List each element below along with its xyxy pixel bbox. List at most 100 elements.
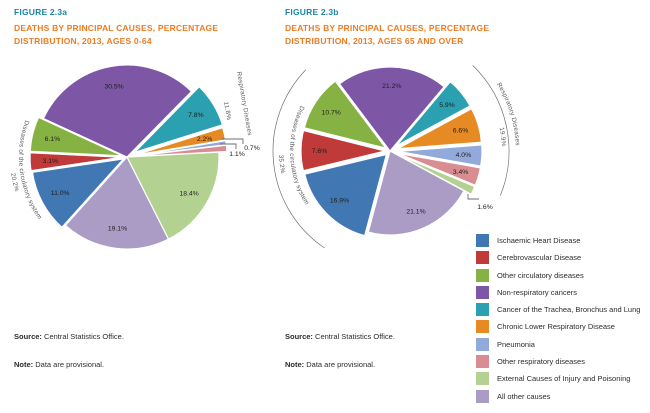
note-text: Data are provisional. xyxy=(304,360,376,369)
slice-value-label: 7.8% xyxy=(188,112,204,119)
group-label-pct: 19.9% xyxy=(498,127,507,147)
legend-item: Chronic Lower Respiratory Disease xyxy=(476,320,640,334)
figure-b-footer: Source: Central Statistics Office. Note:… xyxy=(285,332,535,388)
pie-chart-ages-0-64: Diseases of the circulatory system20.2%R… xyxy=(9,64,260,250)
figure-a-note: Note: Data are provisional. xyxy=(14,360,264,369)
figure-b-title-line2: DISTRIBUTION, 2013, AGES 65 AND OVER xyxy=(285,36,464,46)
pie-slice-external-causes-of-injury-and-poisoning xyxy=(126,151,220,240)
group-bracket-arc xyxy=(472,65,510,196)
source-text: Central Statistics Office. xyxy=(41,332,124,341)
slice-callout-label: 1.6% xyxy=(477,204,493,211)
slice-value-label: 21.2% xyxy=(382,83,401,90)
slice-value-label: 7.6% xyxy=(312,148,328,155)
legend-swatch xyxy=(476,320,489,334)
figure-b-number: FIGURE 2.3b xyxy=(285,7,339,17)
slice-value-label: 6.6% xyxy=(453,128,469,135)
slice-value-label: 19.1% xyxy=(108,225,127,232)
legend-label: Cancer of the Trachea, Bronchus and Lung xyxy=(497,305,641,315)
slice-value-label: 2.2% xyxy=(197,136,213,143)
slice-callout-label: 1.1% xyxy=(229,151,245,158)
callout-leader-line xyxy=(222,138,244,144)
legend-label: Non-respiratory cancers xyxy=(497,287,578,297)
legend-label: Ischaemic Heart Disease xyxy=(497,236,581,245)
pie-slice-ischaemic-heart-disease xyxy=(31,158,125,228)
legend-swatch xyxy=(476,251,489,265)
note-label: Note: xyxy=(14,360,34,369)
slice-value-label: 6.1% xyxy=(45,136,61,143)
pie-slice-cancer-of-the-trachea-bronchus-and-lung xyxy=(395,81,471,147)
group-label-respiratory: Respiratory Diseases xyxy=(235,71,253,136)
figure-a-title-block: FIGURE 2.3a DEATHS BY PRINCIPAL CAUSES, … xyxy=(14,7,276,48)
slice-value-label: 5.9% xyxy=(439,102,455,109)
pie-slice-all-other-causes xyxy=(64,156,170,250)
group-label-pct: 20.2% xyxy=(9,172,20,192)
pie-chart-ages-65-over: Diseases of the circulatory system35.2%R… xyxy=(272,65,521,249)
group-label-pct: 11.8% xyxy=(222,101,232,121)
legend-label: External Causes of Injury and Poisoning xyxy=(497,374,631,384)
slice-value-label: 3.1% xyxy=(43,158,59,165)
legend-item: Other circulatory diseases xyxy=(476,268,640,282)
pie-slice-non-respiratory-cancers xyxy=(338,66,445,152)
source-label: Source: xyxy=(285,332,313,341)
group-label-pct: 35.2% xyxy=(277,155,286,175)
slice-value-label: 16.9% xyxy=(330,198,349,205)
pie-slice-pneumonia xyxy=(397,144,483,167)
figure-a-footer: Source: Central Statistics Office. Note:… xyxy=(14,332,264,388)
slice-value-label: 10.7% xyxy=(322,109,341,116)
pie-slice-ischaemic-heart-disease xyxy=(304,153,388,237)
legend-swatch xyxy=(476,285,489,299)
group-bracket-arc xyxy=(272,69,325,249)
legend-swatch xyxy=(476,389,489,403)
legend-swatch xyxy=(476,372,489,386)
pie-slice-non-respiratory-cancers xyxy=(42,64,193,158)
callout-leader-line xyxy=(467,194,479,200)
legend-label: Cerebrovascular Disease xyxy=(497,253,582,263)
figure-b-note: Note: Data are provisional. xyxy=(285,360,535,369)
pie-slice-chronic-lower-respiratory-disease xyxy=(397,108,483,150)
legend-swatch xyxy=(476,303,489,317)
legend-item: Pneumonia xyxy=(476,337,640,351)
legend-label: Pneumonia xyxy=(497,339,535,349)
slice-value-label: 18.4% xyxy=(179,190,198,197)
slice-value-label: 30.5% xyxy=(104,84,123,91)
pie-slice-other-circulatory-diseases xyxy=(29,116,123,157)
legend-item: All other causes xyxy=(476,389,640,403)
figure-b-title-block: FIGURE 2.3b DEATHS BY PRINCIPAL CAUSES, … xyxy=(285,7,547,48)
pie-slice-other-respiratory-diseases xyxy=(397,152,481,186)
pie-slice-cerebrovascular-disease xyxy=(300,129,386,172)
pie-slice-cerebrovascular-disease xyxy=(29,152,123,172)
legend-swatch xyxy=(476,268,489,282)
slice-value-label: 4.0% xyxy=(456,152,472,159)
slice-value-label: 3.4% xyxy=(453,169,469,176)
pie-slice-cancer-of-the-trachea-bronchus-and-lung xyxy=(134,86,224,153)
legend-swatch xyxy=(476,337,489,351)
pie-slice-other-circulatory-diseases xyxy=(303,80,387,149)
legend-item: Other respiratory diseases xyxy=(476,355,640,369)
legend-label: Other respiratory diseases xyxy=(497,357,585,367)
legend-item: Cerebrovascular Disease xyxy=(476,251,640,265)
legend-item: External Causes of Injury and Poisoning xyxy=(476,372,640,386)
slice-callout-label: 0.7% xyxy=(244,145,260,152)
figure-a-number: FIGURE 2.3a xyxy=(14,7,68,17)
figure-a-title-line2: DISTRIBUTION, 2013, AGES 0-64 xyxy=(14,36,152,46)
source-text: Central Statistics Office. xyxy=(312,332,395,341)
legend-swatch xyxy=(476,234,489,247)
source-label: Source: xyxy=(14,332,42,341)
legend-item: Non-respiratory cancers xyxy=(476,285,640,299)
pie-slice-external-causes-of-injury-and-poisoning xyxy=(396,153,476,195)
note-label: Note: xyxy=(285,360,305,369)
legend-swatch xyxy=(476,355,489,369)
legend-label: All other causes xyxy=(497,391,551,401)
pie-slice-all-other-causes xyxy=(367,150,465,236)
pie-slice-chronic-lower-respiratory-disease xyxy=(134,127,227,156)
slice-value-label: 11.0% xyxy=(51,190,70,197)
figure-a-title-line1: DEATHS BY PRINCIPAL CAUSES, PERCENTAGE xyxy=(14,23,219,33)
callout-leader-line xyxy=(220,143,237,149)
chart-legend: Ischaemic Heart Disease Cerebrovascular D… xyxy=(476,234,640,407)
slice-value-label: 21.1% xyxy=(406,208,425,215)
pie-slice-other-respiratory-diseases xyxy=(134,144,228,157)
note-text: Data are provisional. xyxy=(33,360,105,369)
legend-label: Other circulatory diseases xyxy=(497,270,584,280)
legend-label: Chronic Lower Respiratory Disease xyxy=(497,322,615,332)
